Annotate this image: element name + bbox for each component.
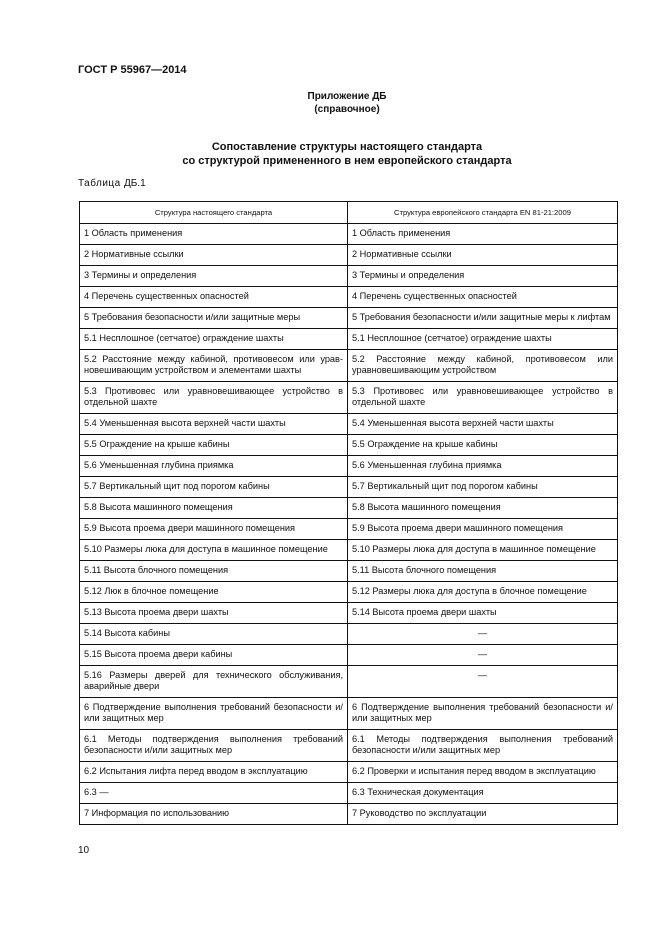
- cell-european-standard: 5.8 Высота машинного помещения: [347, 497, 618, 519]
- cell-this-standard: 6 Подтверждение выполнения требований бе…: [79, 697, 348, 730]
- cell-this-standard: 5.9 Высота проема двери машинного помеще…: [79, 518, 348, 540]
- cell-this-standard: 7 Информация по использованию: [79, 803, 348, 825]
- cell-european-standard: 5.6 Уменьшенная глубина приямка: [347, 455, 618, 477]
- table-caption-label: Таблица: [78, 178, 121, 189]
- cell-european-standard: 5.10 Размеры люка для доступа в машинное…: [347, 539, 618, 561]
- table-row: 5.13 Высота проема двери шахты 5.14 Высот…: [79, 602, 618, 624]
- cell-european-standard: —: [347, 623, 618, 645]
- annex-subtitle: (справочное): [314, 104, 380, 115]
- cell-european-standard: 2 Нормативные ссылки: [347, 244, 618, 266]
- cell-european-standard: 1 Область применения: [347, 223, 618, 245]
- table-row: 4 Перечень существенных опасностей 4 Пере…: [79, 286, 618, 308]
- table-row: 5.4 Уменьшенная высота верхней части шах…: [79, 413, 618, 435]
- cell-this-standard: 6.2 Испытания лифта перед вводом в экспл…: [79, 761, 348, 783]
- cell-european-standard: —: [347, 644, 618, 666]
- cell-european-standard: 5.12 Размеры люка для доступа в блочное …: [347, 581, 618, 603]
- cell-this-standard: 5.2 Расстояние между кабиной, противовес…: [79, 349, 348, 382]
- table-row: 6.2 Испытания лифта перед вводом в экспл…: [79, 761, 618, 783]
- table-row: 3 Термины и определения 3 Термины и опред…: [79, 265, 618, 287]
- annex-title: Приложение ДБ: [307, 91, 387, 102]
- cell-european-standard: 6.1 Методы подтверждения выполнения треб…: [347, 729, 618, 762]
- cell-this-standard: 5.11 Высота блочного помещения: [79, 560, 348, 582]
- cell-this-standard: 5.1 Несплошное (сетчатое) ограждение шах…: [79, 328, 348, 350]
- table-row: 5.6 Уменьшенная глубина приямка 5.6 Умень…: [79, 455, 618, 477]
- table-row: 1 Область применения 1 Область применения: [79, 223, 618, 245]
- table-row: 5.15 Высота проема двери кабины —: [79, 644, 618, 666]
- cell-european-standard: 4 Перечень существенных опасностей: [347, 286, 618, 308]
- table-row: 5.3 Противовес или уравновешивающее устр…: [79, 381, 618, 414]
- page-title: Сопоставление структуры настоящего станд…: [0, 140, 661, 168]
- cell-this-standard: 5.15 Высота проема двери кабины: [79, 644, 348, 666]
- column-header: Структура настоящего стандарта: [79, 201, 348, 224]
- cell-european-standard: 6.3 Техническая документация: [347, 782, 618, 804]
- cell-this-standard: 5.12 Люк в блочное помещение: [79, 581, 348, 603]
- table-row: 5.5 Ограждение на крыше кабины 5.5 Огражд…: [79, 434, 618, 456]
- title-line: Сопоставление структуры настоящего станд…: [211, 141, 483, 153]
- cell-this-standard: 5.6 Уменьшенная глубина приямка: [79, 455, 348, 477]
- cell-this-standard: 4 Перечень существенных опасностей: [79, 286, 348, 308]
- cell-european-standard: 5.11 Высота блочного помещения: [347, 560, 618, 582]
- table-row: 7 Информация по использованию 7 Руководст…: [79, 803, 618, 825]
- title-line: со структурой примененного в нем европей…: [182, 155, 512, 167]
- comparison-table: Структура настоящего стандарта Структура…: [79, 201, 618, 825]
- cell-this-standard: 5.3 Противовес или уравновешивающее устр…: [79, 381, 348, 414]
- table-row: 5.7 Вертикальный щит под порогом кабины 5…: [79, 476, 618, 498]
- table-row: 5 Требования безопасности и/или защитные…: [79, 307, 618, 329]
- table-row: 6.1 Методы подтверждения выполнения треб…: [79, 729, 618, 762]
- cell-this-standard: 5.8 Высота машинного помещения: [79, 497, 348, 519]
- cell-european-standard: 5.4 Уменьшенная высота верхней части шах…: [347, 413, 618, 435]
- table-row: 5.9 Высота проема двери машинного помеще…: [79, 518, 618, 540]
- table-row: 5.1 Несплошное (сетчатое) ограждение шах…: [79, 328, 618, 350]
- table-row: 6.3 —6.3 Техническая документация: [79, 782, 618, 804]
- cell-this-standard: 6.1 Методы подтверждения выполнения треб…: [79, 729, 348, 762]
- cell-european-standard: 6 Подтверждение выполнения требований бе…: [347, 697, 618, 730]
- cell-european-standard: 5 Требования безопасности и/или защитные…: [347, 307, 618, 329]
- table-row: 2 Нормативные ссылки 2 Нормативные ссылки: [79, 244, 618, 266]
- table-row: 5.16 Размеры дверей для технического обс…: [79, 665, 618, 698]
- table-caption: Таблица ДБ.1: [78, 178, 146, 189]
- cell-this-standard: 5.13 Высота проема двери шахты: [79, 602, 348, 624]
- cell-european-standard: 7 Руководство по эксплуатации: [347, 803, 618, 825]
- table-row: 5.10 Размеры люка для доступа в машинное…: [79, 539, 618, 561]
- table-row: 5.12 Люк в блочное помещение 5.12 Размеры…: [79, 581, 618, 603]
- cell-this-standard: 2 Нормативные ссылки: [79, 244, 348, 266]
- table-row: 6 Подтверждение выполнения требований бе…: [79, 697, 618, 730]
- column-header: Структура европейского стандарта EN 81-2…: [347, 201, 618, 224]
- cell-european-standard: 5.9 Высота проема двери машинного помеще…: [347, 518, 618, 540]
- cell-european-standard: —: [347, 665, 618, 698]
- document-code: ГОСТ Р 55967—2014: [78, 64, 187, 76]
- cell-european-standard: 5.2 Расстояние между кабиной, противовес…: [347, 349, 618, 382]
- cell-this-standard: 5.10 Размеры люка для доступа в машинное…: [79, 539, 348, 561]
- cell-this-standard: 5.16 Размеры дверей для технического обс…: [79, 665, 348, 698]
- cell-this-standard: 5.7 Вертикальный щит под порогом кабины: [79, 476, 348, 498]
- cell-this-standard: 5.14 Высота кабины: [79, 623, 348, 645]
- cell-this-standard: 3 Термины и определения: [79, 265, 348, 287]
- cell-european-standard: 6.2 Проверки и испытания перед вводом в …: [347, 761, 618, 783]
- cell-this-standard: 5.4 Уменьшенная высота верхней части шах…: [79, 413, 348, 435]
- cell-european-standard: 5.14 Высота проема двери шахты: [347, 602, 618, 624]
- table-caption-number: ДБ.1: [124, 178, 146, 189]
- table-header-row: Структура настоящего стандарта Структура…: [79, 201, 618, 224]
- cell-this-standard: 1 Область применения: [79, 223, 348, 245]
- cell-this-standard: 5.5 Ограждение на крыше кабины: [79, 434, 348, 456]
- table-row: 5.2 Расстояние между кабиной, противовес…: [79, 349, 618, 382]
- cell-european-standard: 5.3 Противовес или уравновешивающее устр…: [347, 381, 618, 414]
- table-row: 5.8 Высота машинного помещения 5.8 Высота…: [79, 497, 618, 519]
- cell-european-standard: 5.5 Ограждение на крыше кабины: [347, 434, 618, 456]
- table-row: 5.11 Высота блочного помещения 5.11 Высот…: [79, 560, 618, 582]
- cell-european-standard: 5.1 Несплошное (сетчатое) ограждение шах…: [347, 328, 618, 350]
- cell-european-standard: 3 Термины и определения: [347, 265, 618, 287]
- cell-this-standard: 5 Требования безопасности и/или защитные…: [79, 307, 348, 329]
- page-number: 10: [78, 845, 90, 856]
- cell-this-standard: 6.3 —: [79, 782, 348, 804]
- table-row: 5.14 Высота кабины —: [79, 623, 618, 645]
- cell-european-standard: 5.7 Вертикальный щит под порогом кабины: [347, 476, 618, 498]
